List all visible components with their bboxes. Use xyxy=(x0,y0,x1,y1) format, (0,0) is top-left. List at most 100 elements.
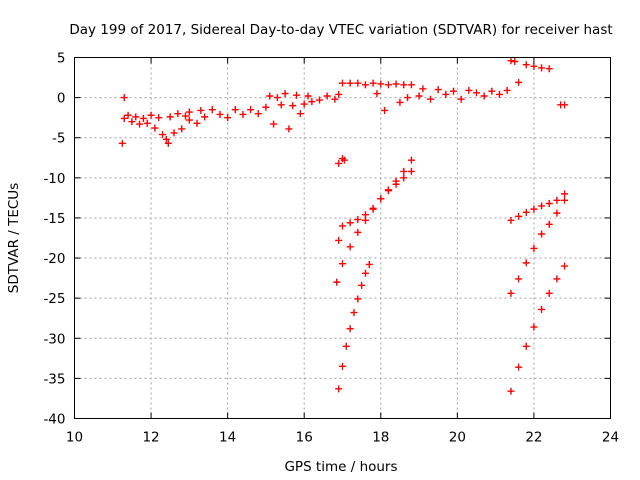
x-tick-label: 10 xyxy=(66,430,83,446)
data-point xyxy=(143,119,151,127)
data-point xyxy=(224,114,232,122)
data-point xyxy=(346,79,354,87)
data-point xyxy=(164,139,172,147)
data-point xyxy=(545,65,553,73)
chart-title: Day 199 of 2017, Sidereal Day-to-day VTE… xyxy=(69,22,612,38)
data-point xyxy=(407,81,415,89)
data-point xyxy=(400,81,408,89)
data-point xyxy=(339,79,346,87)
data-point xyxy=(419,85,427,93)
data-point xyxy=(120,114,128,122)
data-point xyxy=(369,79,377,87)
data-point xyxy=(339,222,346,230)
data-points xyxy=(118,57,569,395)
data-point xyxy=(124,111,132,119)
data-point xyxy=(404,94,412,102)
data-point xyxy=(231,106,239,114)
data-point xyxy=(369,204,377,212)
data-point xyxy=(407,167,415,175)
y-tick-label: -15 xyxy=(43,211,65,227)
y-tick-label: 5 xyxy=(57,51,66,67)
data-point xyxy=(354,216,362,224)
data-point xyxy=(515,212,523,220)
data-point xyxy=(277,101,285,109)
data-point xyxy=(407,156,415,164)
data-point xyxy=(442,90,450,98)
data-point xyxy=(561,262,569,270)
data-point xyxy=(342,342,350,350)
data-point xyxy=(262,103,270,111)
data-point xyxy=(316,96,324,104)
data-point xyxy=(296,110,304,118)
data-point xyxy=(381,106,389,114)
data-point xyxy=(193,119,201,127)
data-point xyxy=(538,64,546,72)
data-point xyxy=(339,362,346,370)
data-point xyxy=(511,58,519,66)
y-tick-label: -5 xyxy=(52,131,65,147)
data-point xyxy=(155,114,163,122)
data-point xyxy=(354,295,362,303)
data-point xyxy=(273,94,281,102)
data-point xyxy=(507,57,515,65)
data-point xyxy=(331,95,339,103)
data-point xyxy=(120,94,128,102)
data-point xyxy=(350,309,358,317)
data-point xyxy=(553,275,561,283)
data-point xyxy=(400,174,408,182)
data-point xyxy=(515,275,523,283)
data-point xyxy=(335,90,343,98)
data-point xyxy=(507,216,515,224)
y-tick-label: -25 xyxy=(43,291,65,307)
data-point xyxy=(392,80,400,88)
data-point xyxy=(553,196,561,204)
grid xyxy=(74,57,611,419)
data-point xyxy=(457,95,465,103)
data-point xyxy=(197,106,205,114)
y-tick-label: 0 xyxy=(57,91,66,107)
data-point xyxy=(216,110,224,118)
data-point xyxy=(285,125,293,133)
x-tick-label: 20 xyxy=(449,430,466,446)
data-point xyxy=(545,200,553,208)
data-point xyxy=(538,305,546,313)
data-point xyxy=(473,89,480,97)
data-point xyxy=(507,387,515,395)
data-point xyxy=(132,113,140,121)
data-point xyxy=(530,205,538,213)
plot-frame xyxy=(74,57,611,419)
data-point xyxy=(561,101,569,109)
data-point xyxy=(358,281,366,289)
data-point xyxy=(354,228,362,236)
data-point xyxy=(118,139,126,147)
x-axis-label: GPS time / hours xyxy=(284,459,397,475)
data-point xyxy=(333,278,341,286)
data-point xyxy=(159,131,167,139)
data-point xyxy=(545,289,553,297)
x-tick-label: 16 xyxy=(296,430,313,446)
data-point xyxy=(346,243,354,251)
data-point xyxy=(281,90,289,98)
x-tick-label: 22 xyxy=(525,430,542,446)
data-point xyxy=(495,90,503,98)
data-point xyxy=(166,113,174,121)
y-tick-label: -20 xyxy=(43,251,65,267)
data-point xyxy=(136,120,144,128)
axis-ticks: 10 12 14 16 18 20 22 24 5 0 -5 -10 -15 -20 -25 -30 -35 -4… xyxy=(43,51,619,446)
data-point xyxy=(208,106,216,114)
data-point xyxy=(178,125,186,133)
data-point xyxy=(293,91,301,99)
data-point xyxy=(377,195,385,203)
data-point xyxy=(522,61,530,69)
data-point xyxy=(434,86,442,94)
x-tick-label: 24 xyxy=(602,430,619,446)
data-point xyxy=(361,81,369,89)
data-point xyxy=(174,110,182,118)
data-point xyxy=(266,92,274,100)
data-point xyxy=(239,110,247,118)
data-point xyxy=(503,86,511,94)
x-tick-label: 12 xyxy=(142,430,159,446)
x-tick-label: 18 xyxy=(372,430,389,446)
data-point xyxy=(396,98,404,106)
